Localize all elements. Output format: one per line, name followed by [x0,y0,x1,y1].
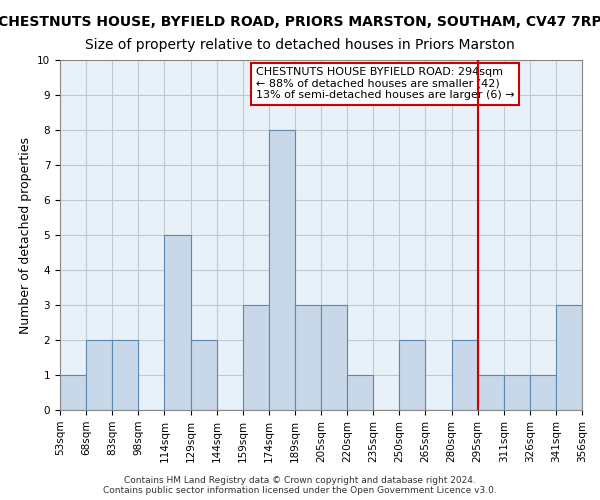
Bar [530,375,556,410]
Y-axis label: Number of detached properties: Number of detached properties [19,136,32,334]
Text: Size of property relative to detached houses in Priors Marston: Size of property relative to detached ho… [85,38,515,52]
Text: CHESTNUTS HOUSE, BYFIELD ROAD, PRIORS MARSTON, SOUTHAM, CV47 7RP: CHESTNUTS HOUSE, BYFIELD ROAD, PRIORS MA… [0,15,600,29]
Bar [269,130,295,410]
Bar [452,340,478,410]
Text: Contains HM Land Registry data © Crown copyright and database right 2024.
Contai: Contains HM Land Registry data © Crown c… [103,476,497,495]
Bar [164,235,191,410]
Bar [321,305,347,410]
Text: CHESTNUTS HOUSE BYFIELD ROAD: 294sqm
← 88% of detached houses are smaller (42)
1: CHESTNUTS HOUSE BYFIELD ROAD: 294sqm ← 8… [256,67,514,100]
Bar [112,340,139,410]
Bar [86,340,112,410]
Bar [191,340,217,410]
Bar [556,305,582,410]
Bar [295,305,321,410]
Bar [504,375,530,410]
Bar [347,375,373,410]
Bar [400,340,425,410]
Bar [60,375,86,410]
Bar [243,305,269,410]
Bar [478,375,504,410]
